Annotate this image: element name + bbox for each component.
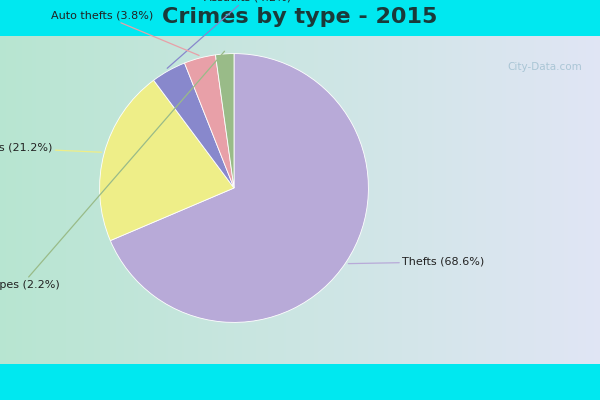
Wedge shape (154, 63, 234, 188)
Text: City-Data.com: City-Data.com (507, 62, 582, 72)
Text: Burglaries (21.2%): Burglaries (21.2%) (0, 143, 101, 153)
Text: Auto thefts (3.8%): Auto thefts (3.8%) (51, 10, 199, 56)
Wedge shape (110, 54, 368, 322)
Wedge shape (215, 54, 234, 188)
Text: Assaults (4.2%): Assaults (4.2%) (167, 0, 291, 68)
Wedge shape (185, 55, 234, 188)
Wedge shape (100, 80, 234, 241)
Text: Rapes (2.2%): Rapes (2.2%) (0, 51, 224, 290)
Text: Crimes by type - 2015: Crimes by type - 2015 (163, 7, 437, 27)
Text: Thefts (68.6%): Thefts (68.6%) (349, 257, 484, 267)
